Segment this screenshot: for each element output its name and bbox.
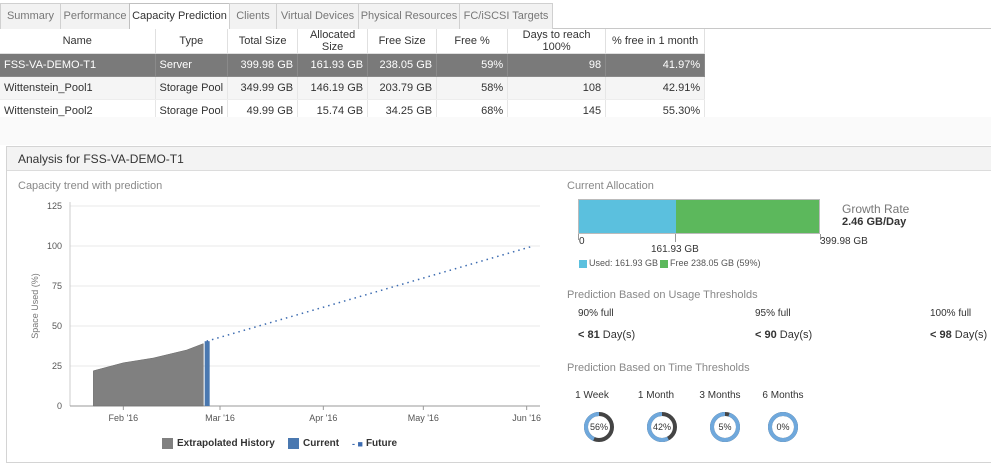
legend-swatch-future: - ■ bbox=[352, 438, 363, 449]
cell-total: 349.99 GB bbox=[227, 76, 299, 100]
svg-text:56%: 56% bbox=[590, 422, 608, 432]
allocation-axis-min: 0 bbox=[579, 236, 585, 247]
legend-label-current: Current bbox=[303, 438, 340, 449]
allocation-bar bbox=[578, 199, 820, 234]
allocation-used-segment bbox=[579, 200, 676, 233]
threshold-95-unit: Day(s) bbox=[779, 329, 813, 341]
table-row[interactable]: Wittenstein_Pool1 Storage Pool 349.99 GB… bbox=[0, 76, 706, 100]
growth-rate-value: 2.46 GB/Day bbox=[842, 216, 907, 228]
allocation-legend-used: Used: 161.93 GB bbox=[579, 258, 658, 268]
cell-days: 98 bbox=[507, 53, 607, 77]
allocation-axis bbox=[578, 234, 821, 240]
time-thresholds-title: Prediction Based on Time Thresholds bbox=[567, 362, 750, 374]
allocation-axis-mid: 161.93 GB bbox=[651, 244, 699, 255]
tab-physical-resources[interactable]: Physical Resources bbox=[358, 3, 460, 29]
threshold-100-label: 100% full bbox=[930, 308, 972, 319]
threshold-95-label: 95% full bbox=[755, 308, 791, 319]
threshold-90-days: < 81 bbox=[578, 329, 600, 341]
cell-allocated: 161.93 GB bbox=[297, 53, 369, 77]
period-1-month: 1 Month bbox=[637, 390, 675, 401]
cell-name: FSS-VA-DEMO-T1 bbox=[0, 53, 156, 77]
cell-free-pct: 59% bbox=[436, 53, 509, 77]
cell-type: Storage Pool bbox=[155, 76, 229, 100]
legend-swatch-current bbox=[288, 438, 299, 449]
period-6-months: 6 Months bbox=[762, 390, 804, 401]
threshold-90-label: 90% full bbox=[578, 308, 614, 319]
cell-free-month: 42.91% bbox=[605, 76, 706, 100]
tab-fc-iscsi-targets[interactable]: FC/iSCSI Targets bbox=[459, 3, 553, 29]
legend-item-history[interactable]: Extrapolated History bbox=[162, 438, 275, 449]
capacity-table: Name Type Total Size Allocated Size Free… bbox=[0, 29, 706, 123]
column-header-allocated-size[interactable]: Allocated Size bbox=[297, 29, 369, 54]
cell-total: 399.98 GB bbox=[227, 53, 299, 77]
allocation-title: Current Allocation bbox=[567, 180, 654, 192]
threshold-100-days: < 98 bbox=[930, 329, 952, 341]
donut-6-months: 0% bbox=[768, 412, 798, 442]
donut-1-week: 56% bbox=[584, 412, 614, 442]
table-row[interactable]: FSS-VA-DEMO-T1 Server 399.98 GB 161.93 G… bbox=[0, 53, 706, 77]
legend-swatch-history bbox=[162, 438, 173, 449]
threshold-100-unit: Day(s) bbox=[954, 329, 988, 341]
svg-text:0%: 0% bbox=[776, 422, 789, 432]
growth-rate-label: Growth Rate bbox=[842, 202, 910, 216]
threshold-100-value: < 98 Day(s) bbox=[930, 329, 987, 341]
allocation-free-segment bbox=[676, 200, 819, 233]
cell-type: Server bbox=[155, 53, 229, 77]
usage-thresholds-title: Prediction Based on Usage Thresholds bbox=[567, 289, 758, 301]
donut-1-month: 42% bbox=[647, 412, 677, 442]
svg-text:42%: 42% bbox=[653, 422, 671, 432]
period-3-months: 3 Months bbox=[699, 390, 741, 401]
table-spacer bbox=[0, 117, 991, 145]
allocation-legend-free: Free 238.05 GB (59%) bbox=[660, 258, 761, 268]
threshold-95-value: < 90 Day(s) bbox=[755, 329, 812, 341]
column-header-free-pct[interactable]: Free % bbox=[436, 29, 509, 54]
column-header-days-to-full[interactable]: Days to reach 100% bbox=[507, 29, 607, 54]
trend-title: Capacity trend with prediction bbox=[18, 180, 163, 192]
allocation-axis-tick bbox=[675, 234, 676, 242]
legend-item-current[interactable]: Current bbox=[288, 438, 339, 449]
donut-3-months: 5% bbox=[710, 412, 740, 442]
column-header-free-in-month[interactable]: % free in 1 month bbox=[605, 29, 706, 54]
cell-free: 238.05 GB bbox=[367, 53, 438, 77]
tab-capacity-prediction[interactable]: Capacity Prediction bbox=[129, 3, 230, 30]
threshold-95-days: < 90 bbox=[755, 329, 777, 341]
legend-label-future: Future bbox=[365, 438, 398, 449]
cell-days: 108 bbox=[507, 76, 607, 100]
column-header-free-size[interactable]: Free Size bbox=[367, 29, 438, 54]
threshold-90-unit: Day(s) bbox=[602, 329, 636, 341]
allocation-axis-max: 399.98 GB bbox=[820, 236, 868, 247]
tab-performance[interactable]: Performance bbox=[60, 3, 130, 29]
used-legend-label: Used: 161.93 GB bbox=[589, 258, 659, 268]
tab-virtual-devices[interactable]: Virtual Devices bbox=[276, 3, 359, 29]
cell-free: 203.79 GB bbox=[367, 76, 438, 100]
table-header-row: Name Type Total Size Allocated Size Free… bbox=[0, 29, 706, 54]
used-swatch bbox=[579, 259, 587, 268]
analysis-header: Analysis for FSS-VA-DEMO-T1 bbox=[7, 147, 991, 171]
svg-text:5%: 5% bbox=[718, 422, 731, 432]
tab-summary[interactable]: Summary bbox=[0, 3, 61, 29]
cell-name: Wittenstein_Pool1 bbox=[0, 76, 156, 100]
legend-label-history: Extrapolated History bbox=[177, 438, 275, 449]
cell-free-pct: 58% bbox=[436, 76, 509, 100]
cell-free-month: 41.97% bbox=[605, 53, 706, 77]
cell-allocated: 146.19 GB bbox=[297, 76, 369, 100]
column-header-type[interactable]: Type bbox=[155, 29, 229, 54]
column-header-name[interactable]: Name bbox=[0, 29, 156, 54]
free-legend-label: Free 238.05 GB (59%) bbox=[670, 258, 761, 268]
tab-bar: Summary Performance Capacity Prediction … bbox=[0, 3, 991, 30]
period-1-week: 1 Week bbox=[575, 390, 609, 401]
analysis-panel: Analysis for FSS-VA-DEMO-T1 bbox=[6, 146, 991, 463]
threshold-90-value: < 81 Day(s) bbox=[578, 329, 635, 341]
column-header-total-size[interactable]: Total Size bbox=[227, 29, 299, 54]
tab-clients[interactable]: Clients bbox=[229, 3, 277, 29]
legend-item-future[interactable]: - ■ Future bbox=[352, 438, 397, 449]
free-swatch bbox=[660, 259, 668, 268]
